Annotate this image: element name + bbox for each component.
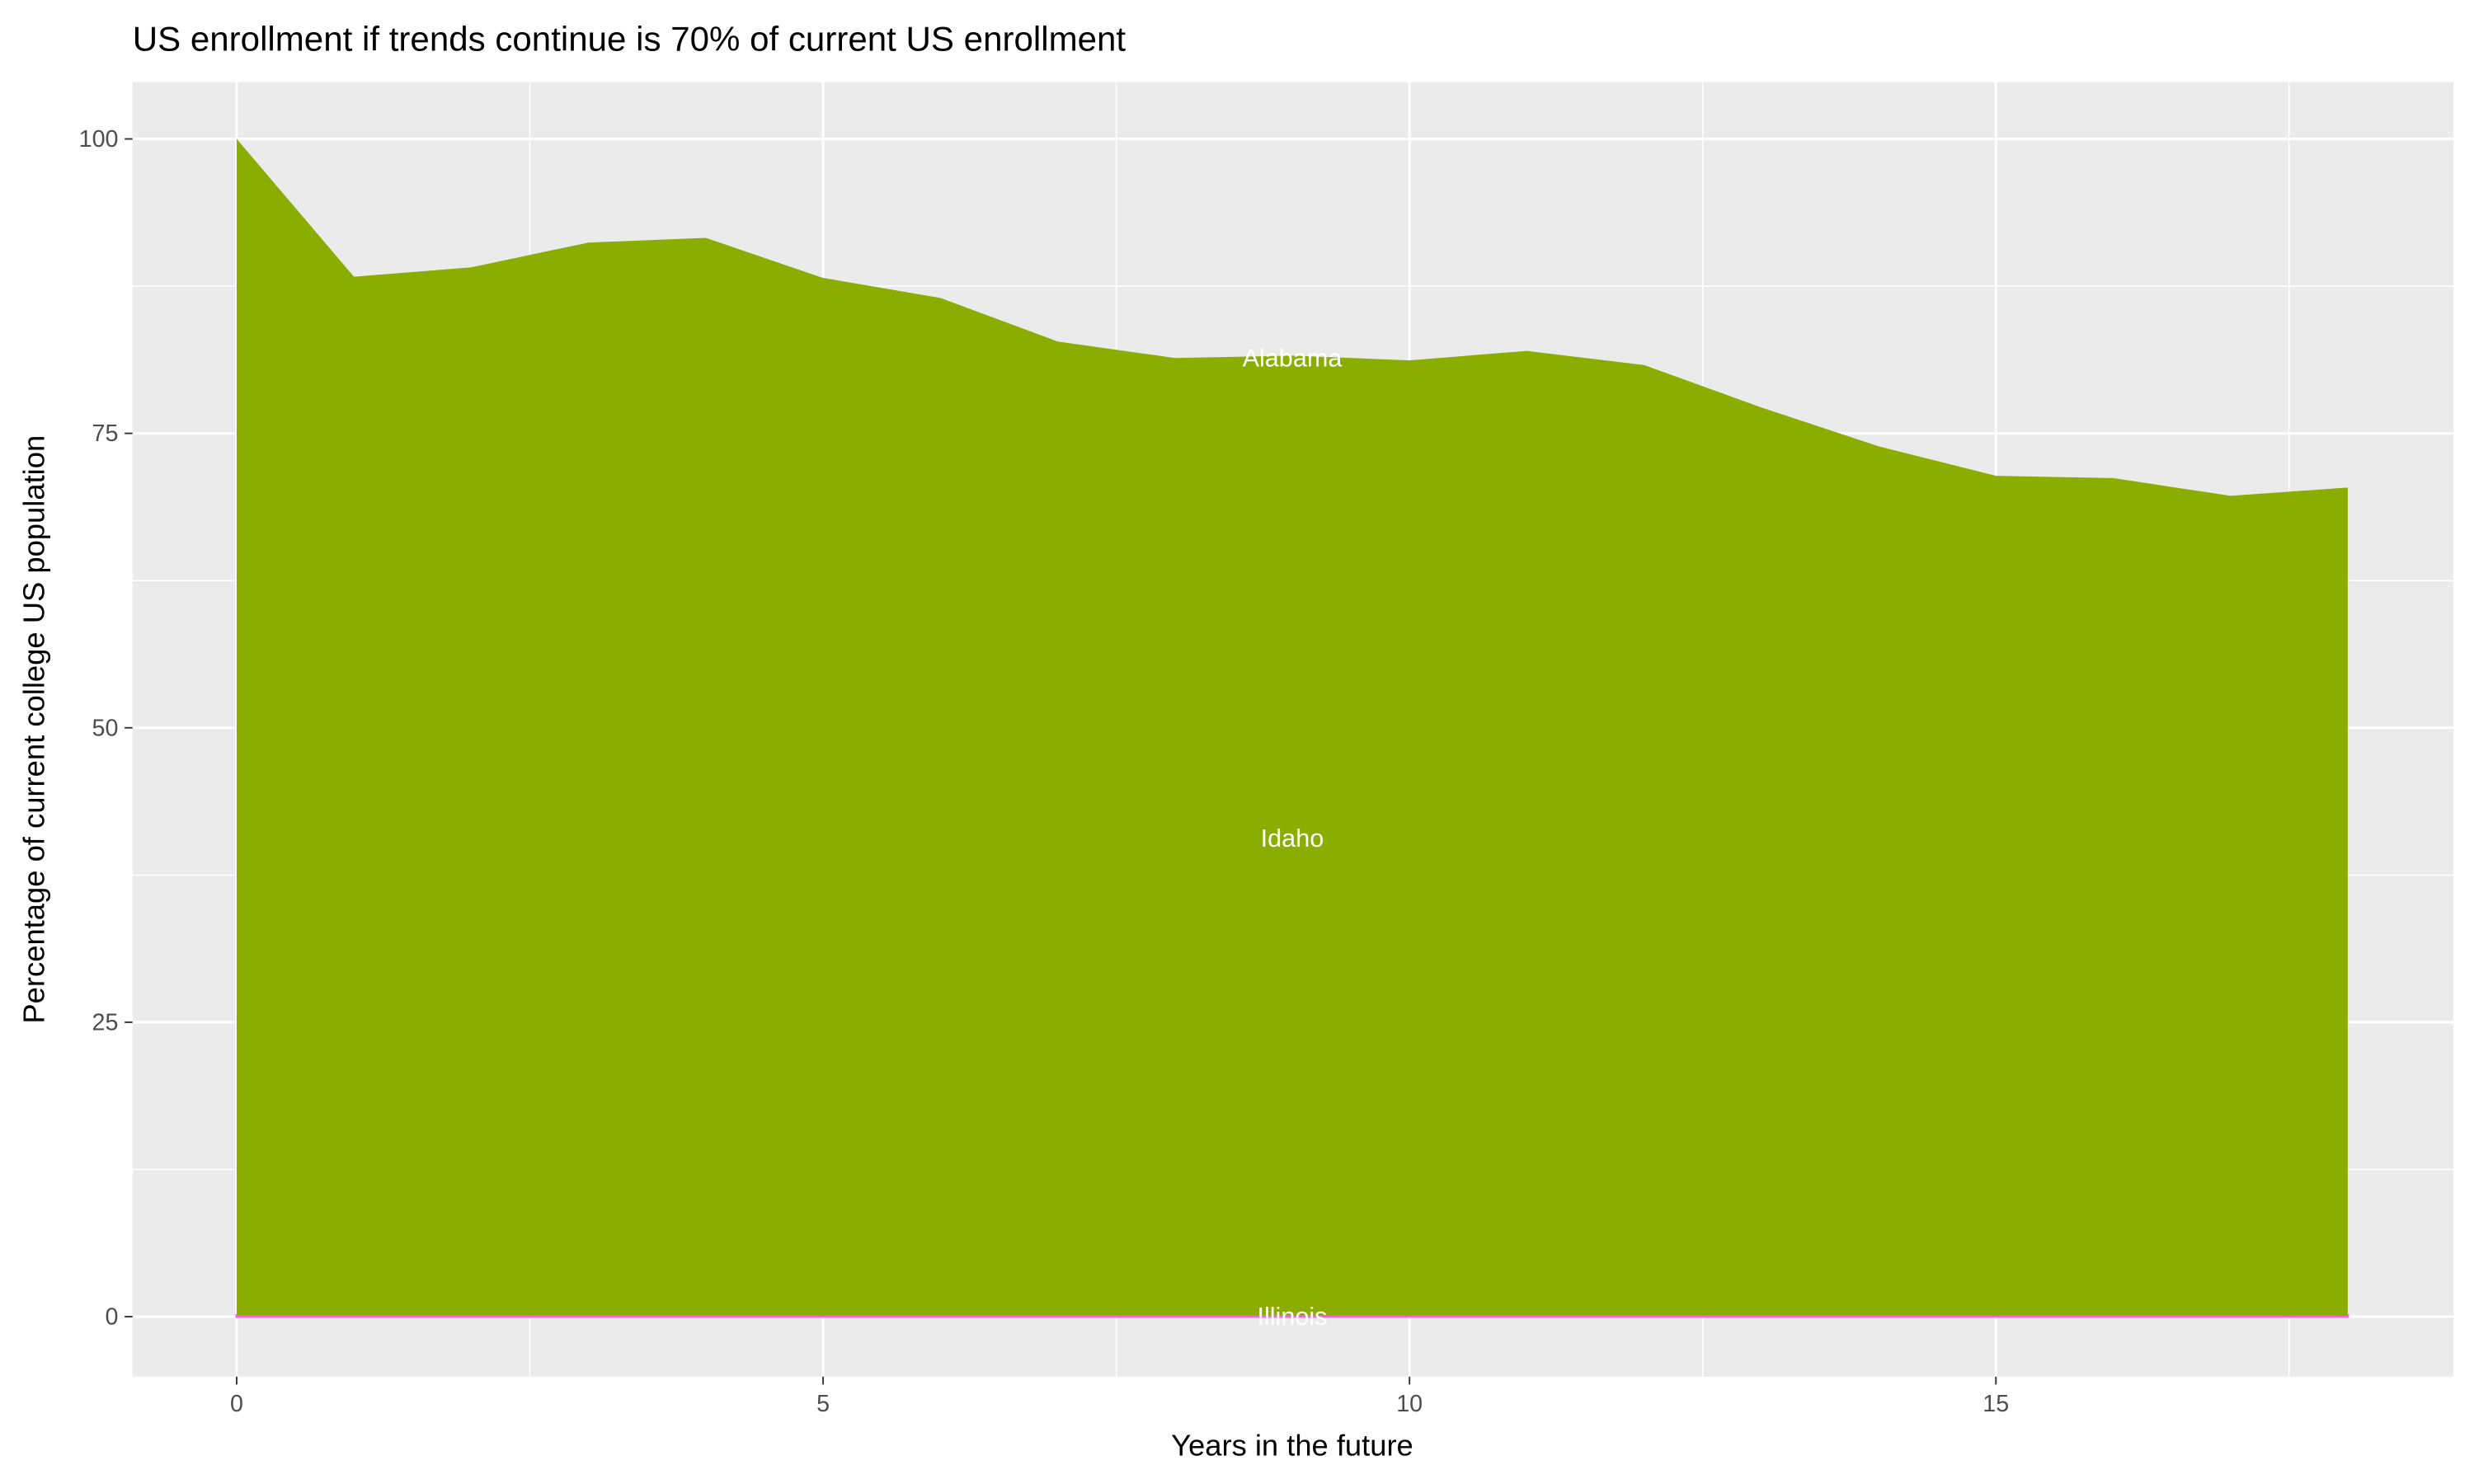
series-label-idaho: Idaho	[1261, 824, 1324, 852]
x-axis-label: Years in the future	[1171, 1429, 1413, 1463]
x-tick-label: 10	[1396, 1391, 1423, 1417]
y-tick-label: 50	[92, 715, 119, 741]
y-tick-label: 0	[106, 1304, 119, 1331]
y-axis-label: Percentage of current college US populat…	[17, 435, 51, 1024]
area-idaho	[236, 139, 2348, 1316]
y-tick-label: 75	[92, 420, 119, 447]
series-label-illinois: Illinois	[1257, 1303, 1327, 1331]
x-tick-label: 0	[230, 1391, 243, 1417]
x-tick-label: 5	[816, 1391, 830, 1417]
y-tick-label: 25	[92, 1009, 119, 1036]
x-tick-label: 15	[1982, 1391, 2009, 1417]
series-label-alabama: Alabama	[1243, 344, 1343, 372]
y-tick-label: 100	[79, 126, 119, 153]
chart-title: US enrollment if trends continue is 70% …	[133, 19, 1126, 58]
